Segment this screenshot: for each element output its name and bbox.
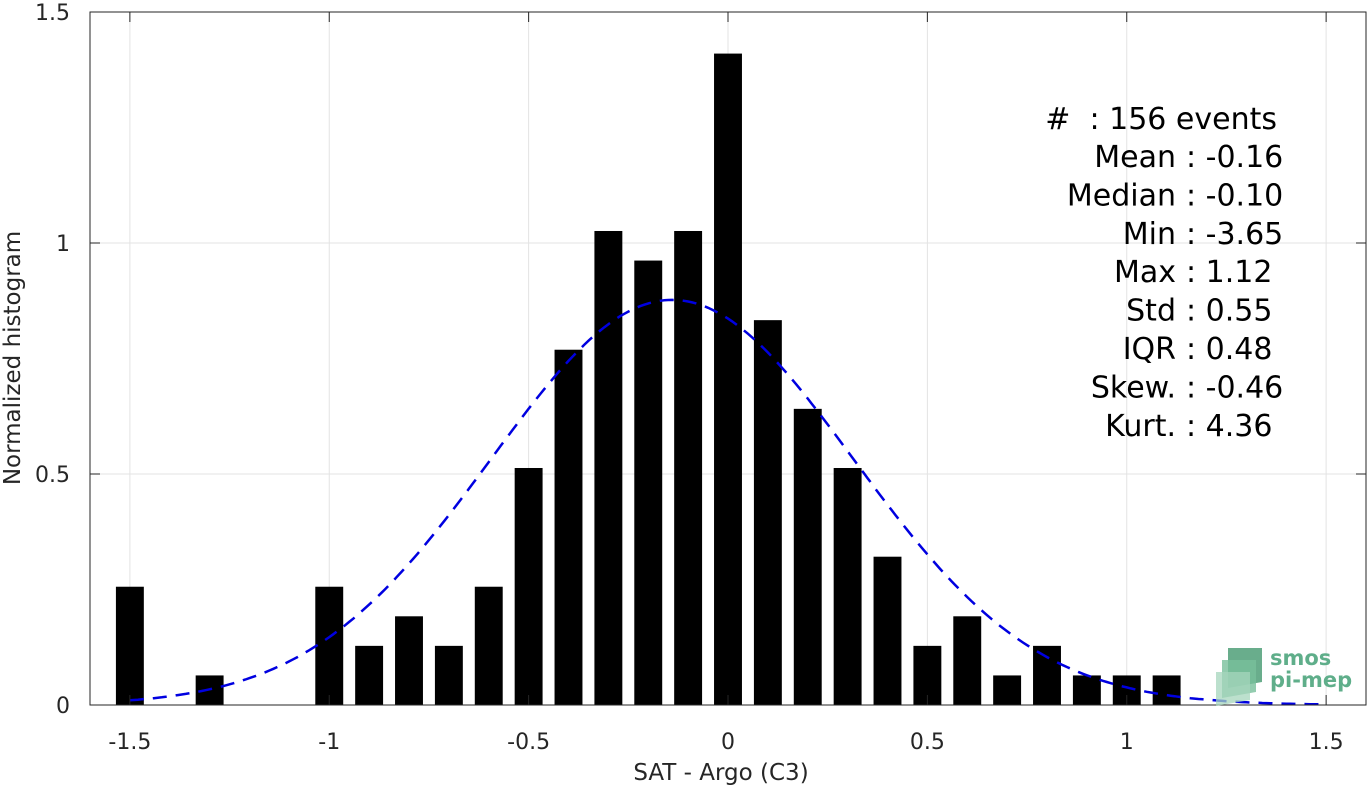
smos-pi-mep-logo: smos pi-mep	[1216, 646, 1352, 706]
stat-value-kurt: : 4.36	[1186, 409, 1272, 444]
x-axis-label: SAT - Argo (C3)	[633, 760, 808, 786]
stat-value-skew: : -0.46	[1186, 370, 1283, 405]
stat-label-std: Std	[1126, 294, 1176, 329]
y-tick-label-2: 1	[56, 232, 70, 257]
stat-label-mean: Mean	[1094, 140, 1176, 175]
histogram-bar-5	[434, 645, 463, 705]
axes	[89, 11, 1367, 706]
stat-value-max: : 1.12	[1186, 255, 1272, 290]
histogram-bar-6	[474, 586, 503, 705]
histogram-bar-12	[714, 53, 742, 705]
stat-label-kurt: Kurt.	[1105, 409, 1176, 444]
histogram-bar-16	[873, 556, 902, 705]
y-tick-labels: 0 0.5 1 1.5	[35, 1, 70, 719]
histogram-bar-20	[1033, 645, 1061, 705]
y-tick-label-0: 0	[56, 694, 70, 719]
histogram-bars	[115, 53, 1181, 705]
stat-label-max: Max	[1114, 255, 1176, 290]
histogram-bar-0	[115, 586, 144, 705]
histogram-bar-19	[993, 675, 1022, 705]
events-count-text: # : 156 events	[1045, 102, 1277, 137]
logo-layers-icon	[1216, 648, 1262, 706]
stat-value-std: : 0.55	[1186, 294, 1272, 329]
logo-text-line2: pi-mep	[1270, 668, 1352, 692]
x-tick-label-3: 0	[721, 730, 735, 755]
histogram-bar-13	[753, 320, 782, 705]
y-axis-label: Normalized histogram	[0, 231, 26, 485]
normal-fit-curve	[129, 298, 1327, 706]
histogram-bar-18	[953, 616, 982, 705]
histogram-bar-2	[315, 586, 344, 705]
x-tick-label-4: 0.5	[910, 730, 945, 755]
histogram-bar-15	[833, 467, 862, 705]
logo-text-line1: smos	[1270, 646, 1331, 670]
histogram-bar-10	[634, 260, 663, 705]
histogram-bar-14	[793, 408, 822, 705]
histogram-bar-9	[594, 230, 623, 705]
y-tick-label-3: 1.5	[35, 1, 70, 26]
stat-label-min: Min	[1123, 217, 1176, 252]
x-tick-label-6: 1.5	[1309, 730, 1344, 755]
histogram-bar-11	[674, 230, 703, 705]
stat-value-min: : -3.65	[1186, 217, 1283, 252]
stat-value-mean: : -0.16	[1186, 140, 1283, 175]
histogram-bar-23	[1152, 675, 1181, 705]
stat-label-skew: Skew.	[1091, 370, 1176, 405]
histogram-bar-4	[395, 616, 423, 705]
histogram-bar-3	[355, 645, 384, 705]
stat-label-iqr: IQR	[1123, 332, 1176, 367]
stat-label-median: Median	[1067, 178, 1176, 213]
histogram-bar-8	[554, 349, 583, 705]
x-tick-labels: -1.5 -1 -0.5 0 0.5 1 1.5	[108, 730, 1343, 755]
x-tick-label-2: -0.5	[507, 730, 550, 755]
stats-annotation: # : 156 events Mean : -0.16 Median : -0.10 M…	[1045, 102, 1283, 444]
x-tick-label-0: -1.5	[108, 730, 151, 755]
y-tick-label-1: 0.5	[35, 463, 70, 488]
x-tick-label-5: 1	[1120, 730, 1134, 755]
histogram-bar-7	[514, 467, 543, 705]
x-tick-label-1: -1	[318, 730, 340, 755]
stat-value-iqr: : 0.48	[1186, 332, 1272, 367]
histogram-bar-21	[1072, 675, 1101, 705]
stat-value-median: : -0.10	[1186, 178, 1283, 213]
